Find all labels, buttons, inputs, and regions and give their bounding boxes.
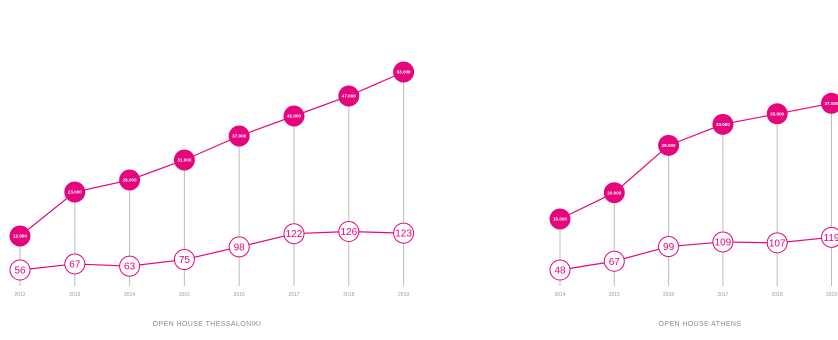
exhibitors-data-label: 48: [554, 266, 566, 277]
visitors-data-label: 47.000: [342, 94, 356, 99]
exhibitors-point: [119, 255, 141, 277]
x-tick-label: 2018: [772, 292, 783, 298]
visitors-point: [283, 105, 305, 127]
exhibitors-data-label: 99: [663, 242, 675, 253]
x-tick-label: 2014: [554, 292, 565, 298]
visitors-data-label: 31.000: [177, 158, 191, 163]
visitors-data-label: 20.000: [607, 190, 621, 195]
exhibitors-data-label: 122: [286, 229, 303, 240]
visitors-point: [393, 61, 415, 83]
exhibitors-data-label: 67: [69, 259, 81, 270]
exhibitors-point: [64, 253, 86, 275]
visitors-series-line: [559, 102, 832, 220]
visitors-point: [64, 181, 86, 203]
exhibitors-data-label: 75: [179, 255, 191, 266]
exhibitors-data-label: 67: [609, 257, 621, 268]
chart-athens: 15.000 20.000 29.000 33.000 35.000 37.000 48 67…: [549, 92, 838, 328]
x-tick-label: 2017: [717, 292, 728, 298]
visitors-data-label: 37.000: [824, 101, 838, 106]
visitors-data-label: 42.000: [287, 114, 301, 119]
exhibitors-data-label: 109: [715, 237, 732, 248]
x-tick-label: 2014: [124, 292, 135, 298]
visitors-point: [338, 85, 360, 107]
exhibitors-data-label: 119: [824, 233, 838, 244]
exhibitors-point: [658, 236, 680, 258]
x-tick-label: 2012: [14, 292, 25, 298]
visitors-data-label: 12.000: [13, 234, 27, 239]
visitors-data-label: 35.000: [770, 112, 784, 117]
x-tick-label: 2016: [234, 292, 245, 298]
exhibitors-data-label: 107: [769, 238, 786, 249]
exhibitors-data-label: 98: [234, 242, 246, 253]
visitors-data-label: 29.000: [662, 143, 676, 148]
visitors-point: [228, 125, 250, 147]
visitors-point: [712, 113, 734, 135]
visitors-point: [549, 208, 571, 230]
exhibitors-point: [549, 259, 571, 281]
chart-thessaloniki: 12.000 23.000 26.000 31.000 37.000 42.000 47.0…: [9, 61, 415, 328]
visitors-point: [9, 225, 31, 247]
visitors-point: [658, 134, 680, 156]
exhibitors-point: [766, 232, 788, 254]
x-tick-label: 2013: [69, 292, 80, 298]
visitors-data-label: 33.000: [716, 122, 730, 127]
exhibitors-point: [338, 221, 360, 242]
x-tick-label: 2016: [663, 292, 674, 298]
exhibitors-data-label: 63: [124, 262, 136, 273]
exhibitors-point: [603, 250, 625, 272]
x-tick-label: 2017: [288, 292, 299, 298]
exhibitors-point: [173, 249, 195, 271]
visitors-data-label: 26.000: [123, 178, 137, 183]
visitors-point: [603, 182, 625, 204]
visitors-data-label: 15.000: [553, 217, 567, 222]
exhibitors-point: [228, 236, 250, 258]
visitors-point: [821, 92, 838, 114]
exhibitors-data-label: 56: [14, 266, 26, 277]
exhibitors-point: [283, 223, 305, 245]
visitors-data-label: 37.000: [232, 134, 246, 139]
exhibitors-point: [9, 259, 31, 281]
visitors-point: [766, 103, 788, 125]
exhibitors-series-line: [559, 236, 832, 271]
x-tick-label: 2019: [826, 292, 837, 298]
visitors-data-label: 23.000: [68, 190, 82, 195]
x-tick-label: 2018: [343, 292, 354, 298]
x-tick-label: 2015: [179, 292, 190, 298]
exhibitors-data-label: 123: [395, 229, 412, 240]
exhibitors-data-label: 126: [340, 227, 357, 238]
exhibitors-point: [821, 226, 838, 248]
visitors-point: [173, 149, 195, 171]
chart-caption: OPEN HOUSE ATHENS: [659, 321, 742, 328]
exhibitors-point: [712, 231, 734, 253]
x-tick-label: 2019: [398, 292, 409, 298]
visitors-point: [119, 169, 141, 191]
exhibitors-point: [393, 222, 415, 244]
x-tick-label: 2015: [609, 292, 620, 298]
visitors-data-label: 53.000: [397, 70, 411, 75]
chart-caption: OPEN HOUSE THESSALONIKI: [153, 321, 262, 328]
